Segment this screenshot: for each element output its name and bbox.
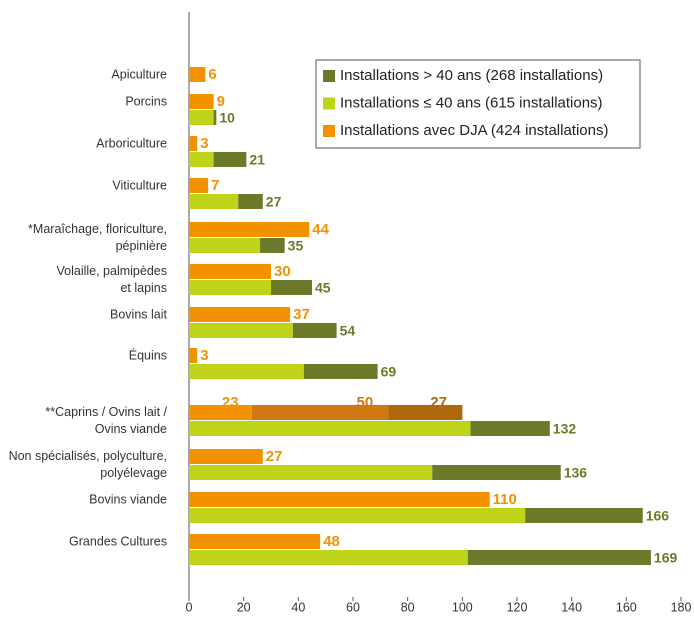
value-label: 9 (217, 93, 225, 110)
bar (303, 364, 378, 379)
total-label: 10 (219, 110, 235, 126)
bar (189, 465, 433, 480)
bar (189, 550, 468, 565)
x-tick-label: 140 (561, 600, 582, 614)
value-label: 27 (430, 394, 447, 411)
bar (189, 534, 321, 549)
value-label: 3 (200, 135, 208, 152)
value-label: 50 (357, 394, 374, 411)
total-label: 21 (249, 152, 265, 168)
value-label: 3 (200, 347, 208, 364)
category-label: Grandes Cultures (69, 534, 167, 548)
category-label: Bovins lait (110, 307, 167, 321)
bar (213, 152, 247, 167)
total-label: 69 (381, 364, 397, 380)
x-tick-label: 60 (346, 600, 360, 614)
category-label: Porcins (125, 94, 167, 108)
bar (189, 307, 291, 322)
category-label: Viticulture (112, 178, 167, 192)
legend-label: Installations ≤ 40 ans (615 installation… (340, 94, 603, 111)
bar (467, 550, 651, 565)
x-tick-label: 180 (671, 600, 692, 614)
bar (189, 178, 209, 193)
total-label: 54 (340, 323, 356, 339)
bar (388, 405, 463, 420)
value-label: 30 (274, 263, 291, 280)
total-label: 132 (553, 421, 577, 437)
value-label: 37 (293, 306, 310, 323)
bar (189, 280, 271, 295)
category-label: *Maraîchage, floriculture, pépinière (28, 222, 167, 253)
value-label: 44 (312, 221, 329, 238)
bar (260, 238, 285, 253)
bar (525, 508, 643, 523)
bar (189, 449, 263, 464)
legend-box (315, 59, 641, 149)
value-label: 6 (208, 66, 216, 83)
x-tick-label: 40 (291, 600, 305, 614)
value-label: 110 (493, 491, 517, 508)
bar (238, 194, 263, 209)
category-label: Bovins viande (89, 492, 167, 506)
bar (271, 280, 312, 295)
category-label: Équins (129, 347, 167, 362)
bar (292, 323, 337, 338)
bar (189, 492, 490, 507)
category-label: **Caprins / Ovins lait / Ovins viande (45, 405, 167, 436)
value-label: 48 (323, 533, 340, 550)
value-label: 27 (266, 448, 283, 465)
bar (189, 152, 214, 167)
bar (432, 465, 561, 480)
legend-swatch (323, 97, 335, 110)
bar (213, 110, 217, 125)
x-tick-label: 80 (401, 600, 415, 614)
bar (189, 110, 214, 125)
bar (189, 264, 271, 279)
bar (189, 238, 261, 253)
bar (189, 222, 310, 237)
category-label: Apiculture (111, 67, 167, 81)
total-label: 45 (315, 280, 331, 296)
bar (470, 421, 550, 436)
category-label: Non spécialisés, polyculture, polyélevage (9, 449, 167, 480)
x-tick-label: 160 (616, 600, 637, 614)
x-tick-label: 0 (186, 600, 193, 614)
category-label: Arboriculture (96, 136, 167, 150)
value-label: 23 (222, 394, 239, 411)
bar (189, 194, 239, 209)
total-label: 169 (654, 550, 678, 566)
legend-swatch (323, 70, 335, 82)
bar (189, 136, 198, 151)
x-tick-label: 100 (452, 600, 473, 614)
bar (189, 421, 471, 436)
total-label: 136 (564, 465, 588, 481)
bar (189, 348, 198, 363)
bar (189, 94, 214, 109)
bar (189, 508, 526, 523)
bar (189, 364, 304, 379)
value-label: 7 (211, 177, 219, 194)
x-tick-label: 20 (237, 600, 251, 614)
total-label: 166 (646, 508, 670, 524)
legend-label: Installations avec DJA (424 installation… (340, 122, 608, 139)
bar (189, 323, 293, 338)
bar (189, 405, 252, 420)
total-label: 35 (288, 238, 304, 254)
legend-swatch (323, 125, 335, 137)
total-label: 27 (266, 194, 282, 210)
category-label: Volaille, palmipèdes et lapins (57, 264, 168, 295)
bar (251, 405, 389, 420)
x-tick-label: 120 (507, 600, 528, 614)
bar (189, 67, 206, 82)
legend-label: Installations > 40 ans (268 installation… (340, 67, 603, 84)
